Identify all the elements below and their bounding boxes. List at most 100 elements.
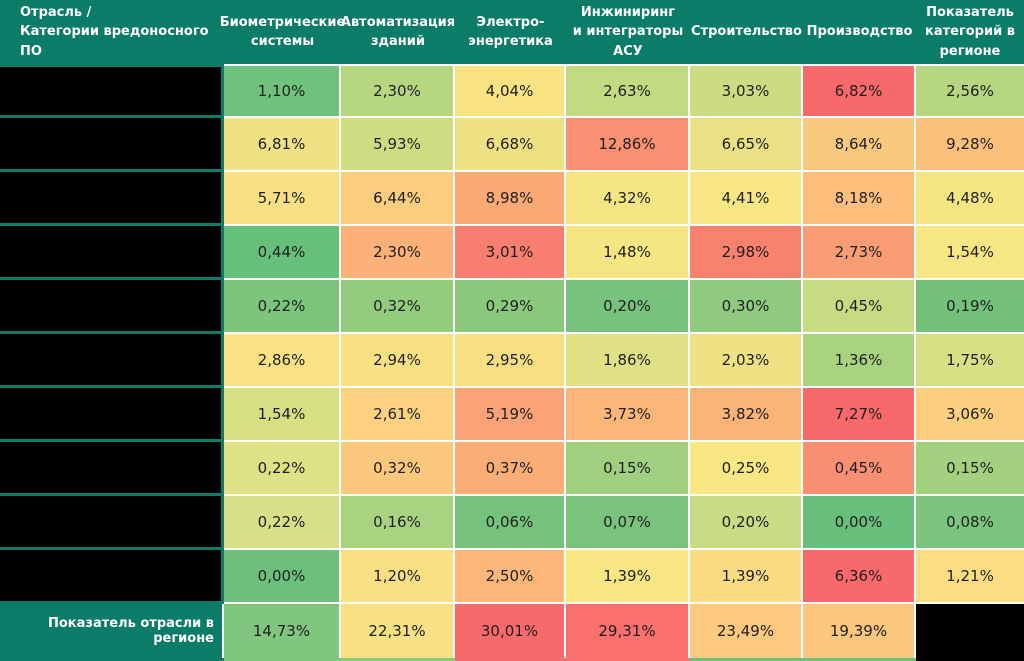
table-row: 1,54% 2,61% 5,19% 3,73% 3,82% 7,27% 3,06%	[0, 388, 1024, 442]
heatmap-cell: 8,18%	[803, 172, 916, 226]
heatmap-cell: 1,54%	[224, 388, 341, 442]
heatmap-body: 1,10% 2,30% 4,04% 2,63% 3,03% 6,82% 2,56% 6,81%…	[0, 64, 1024, 604]
heatmap-cell: 1,75%	[916, 334, 1024, 388]
heatmap-cell: 0,45%	[803, 280, 916, 334]
footer-cell: 22,31%	[341, 604, 455, 658]
heatmap-cell: 3,03%	[690, 64, 803, 118]
heatmap-cell: 1,48%	[566, 226, 690, 280]
heatmap-cell: 6,65%	[690, 118, 803, 172]
heatmap-cell: 2,61%	[341, 388, 455, 442]
heatmap-cell: 0,22%	[224, 496, 341, 550]
heatmap-cell: 8,64%	[803, 118, 916, 172]
redacted-row-label	[0, 64, 224, 118]
footer-row-label: Показатель отрасли в регионе	[0, 604, 224, 658]
heatmap-cell: 0,00%	[803, 496, 916, 550]
heatmap-cell: 0,37%	[455, 442, 566, 496]
heatmap-cell: 0,30%	[690, 280, 803, 334]
sliver-segment	[341, 658, 455, 661]
heatmap-cell: 2,95%	[455, 334, 566, 388]
heatmap-cell: 0,22%	[224, 442, 341, 496]
heatmap-cell: 2,73%	[803, 226, 916, 280]
heatmap-cell: 4,32%	[566, 172, 690, 226]
heatmap-cell: 6,82%	[803, 64, 916, 118]
heatmap-cell: 0,25%	[690, 442, 803, 496]
heatmap-cell: 3,06%	[916, 388, 1024, 442]
heatmap-cell: 0,32%	[341, 280, 455, 334]
heatmap-cell: 0,16%	[341, 496, 455, 550]
table-row: 6,81% 5,93% 6,68% 12,86% 6,65% 8,64% 9,28%	[0, 118, 1024, 172]
footer-cell: 14,73%	[224, 604, 341, 658]
column-header: Инжиниринг и интеграторы АСУ	[572, 4, 684, 59]
column-header: Автоматизация зданий	[340, 14, 456, 50]
table-row: 0,00% 1,20% 2,50% 1,39% 1,39% 6,36% 1,21%	[0, 550, 1024, 604]
bottom-sliver-row	[0, 658, 1024, 661]
heatmap-cell: 1,20%	[341, 550, 455, 604]
heatmap-cell: 3,73%	[566, 388, 690, 442]
heatmap-cell: 2,56%	[916, 64, 1024, 118]
redacted-row-label	[0, 442, 224, 496]
table-row: 0,22% 0,32% 0,29% 0,20% 0,30% 0,45% 0,19%	[0, 280, 1024, 334]
redacted-row-label	[0, 172, 224, 226]
heatmap-cell: 2,63%	[566, 64, 690, 118]
redacted-row-label	[0, 334, 224, 388]
footer-cell: 29,31%	[566, 604, 690, 658]
table-row: 1,10% 2,30% 4,04% 2,63% 3,03% 6,82% 2,56%	[0, 64, 1024, 118]
heatmap-cell: 6,44%	[341, 172, 455, 226]
column-header: Электро- энергетика	[468, 14, 553, 50]
heatmap-cell: 9,28%	[916, 118, 1024, 172]
heatmap-cell: 1,39%	[566, 550, 690, 604]
column-header: Строительство	[691, 24, 802, 40]
heatmap-cell: 2,30%	[341, 226, 455, 280]
heatmap-cell: 6,68%	[455, 118, 566, 172]
redacted-row-label	[0, 118, 224, 172]
heatmap-cell: 0,15%	[566, 442, 690, 496]
table-row: 0,44% 2,30% 3,01% 1,48% 2,98% 2,73% 1,54%	[0, 226, 1024, 280]
heatmap-cell: 5,71%	[224, 172, 341, 226]
heatmap-cell: 0,44%	[224, 226, 341, 280]
heatmap-cell: 0,22%	[224, 280, 341, 334]
sliver-segment	[224, 658, 341, 661]
redacted-row-label	[0, 388, 224, 442]
heatmap-cell: 2,30%	[341, 64, 455, 118]
footer-cell: 23,49%	[690, 604, 803, 658]
heatmap-cell: 6,36%	[803, 550, 916, 604]
sliver-segment	[455, 658, 566, 661]
heatmap-cell: 4,48%	[916, 172, 1024, 226]
table-row: 2,86% 2,94% 2,95% 1,86% 2,03% 1,36% 1,75%	[0, 334, 1024, 388]
heatmap-cell: 5,93%	[341, 118, 455, 172]
table-row: 0,22% 0,32% 0,37% 0,15% 0,25% 0,45% 0,15%	[0, 442, 1024, 496]
table-row: 0,22% 0,16% 0,06% 0,07% 0,20% 0,00% 0,08%	[0, 496, 1024, 550]
heatmap-cell: 0,45%	[803, 442, 916, 496]
heatmap-cell: 1,21%	[916, 550, 1024, 604]
sliver-segment	[916, 658, 1024, 661]
corner-header: Отрасль / Категории вредоносного ПО	[20, 4, 209, 59]
heatmap-cell: 1,36%	[803, 334, 916, 388]
heatmap-cell: 0,32%	[341, 442, 455, 496]
heatmap-cell: 1,39%	[690, 550, 803, 604]
heatmap-cell: 5,19%	[455, 388, 566, 442]
table-row: 5,71% 6,44% 8,98% 4,32% 4,41% 8,18% 4,48%	[0, 172, 1024, 226]
footer-row: Показатель отрасли в регионе 14,73% 22,31…	[0, 604, 1024, 658]
heatmap-cell: 3,82%	[690, 388, 803, 442]
column-header: Производство	[806, 24, 913, 40]
heatmap-cell: 0,15%	[916, 442, 1024, 496]
heatmap-cell: 7,27%	[803, 388, 916, 442]
redacted-footer-cell	[916, 604, 1024, 658]
heatmap-cell: 0,19%	[916, 280, 1024, 334]
footer-cell: 19,39%	[803, 604, 916, 658]
heatmap-cell: 4,41%	[690, 172, 803, 226]
heatmap-cell: 0,00%	[224, 550, 341, 604]
footer-cell: 30,01%	[455, 604, 566, 658]
heatmap-cell: 0,07%	[566, 496, 690, 550]
heatmap-cell: 0,08%	[916, 496, 1024, 550]
sliver-segment	[803, 658, 916, 661]
redacted-row-label	[0, 280, 224, 334]
heatmap-cell: 2,50%	[455, 550, 566, 604]
column-header: Показатель категорий в регионе	[925, 4, 1015, 59]
heatmap-cell: 1,86%	[566, 334, 690, 388]
sliver-segment	[0, 658, 224, 661]
redacted-row-label	[0, 550, 224, 604]
heatmap-cell: 4,04%	[455, 64, 566, 118]
redacted-row-label	[0, 496, 224, 550]
